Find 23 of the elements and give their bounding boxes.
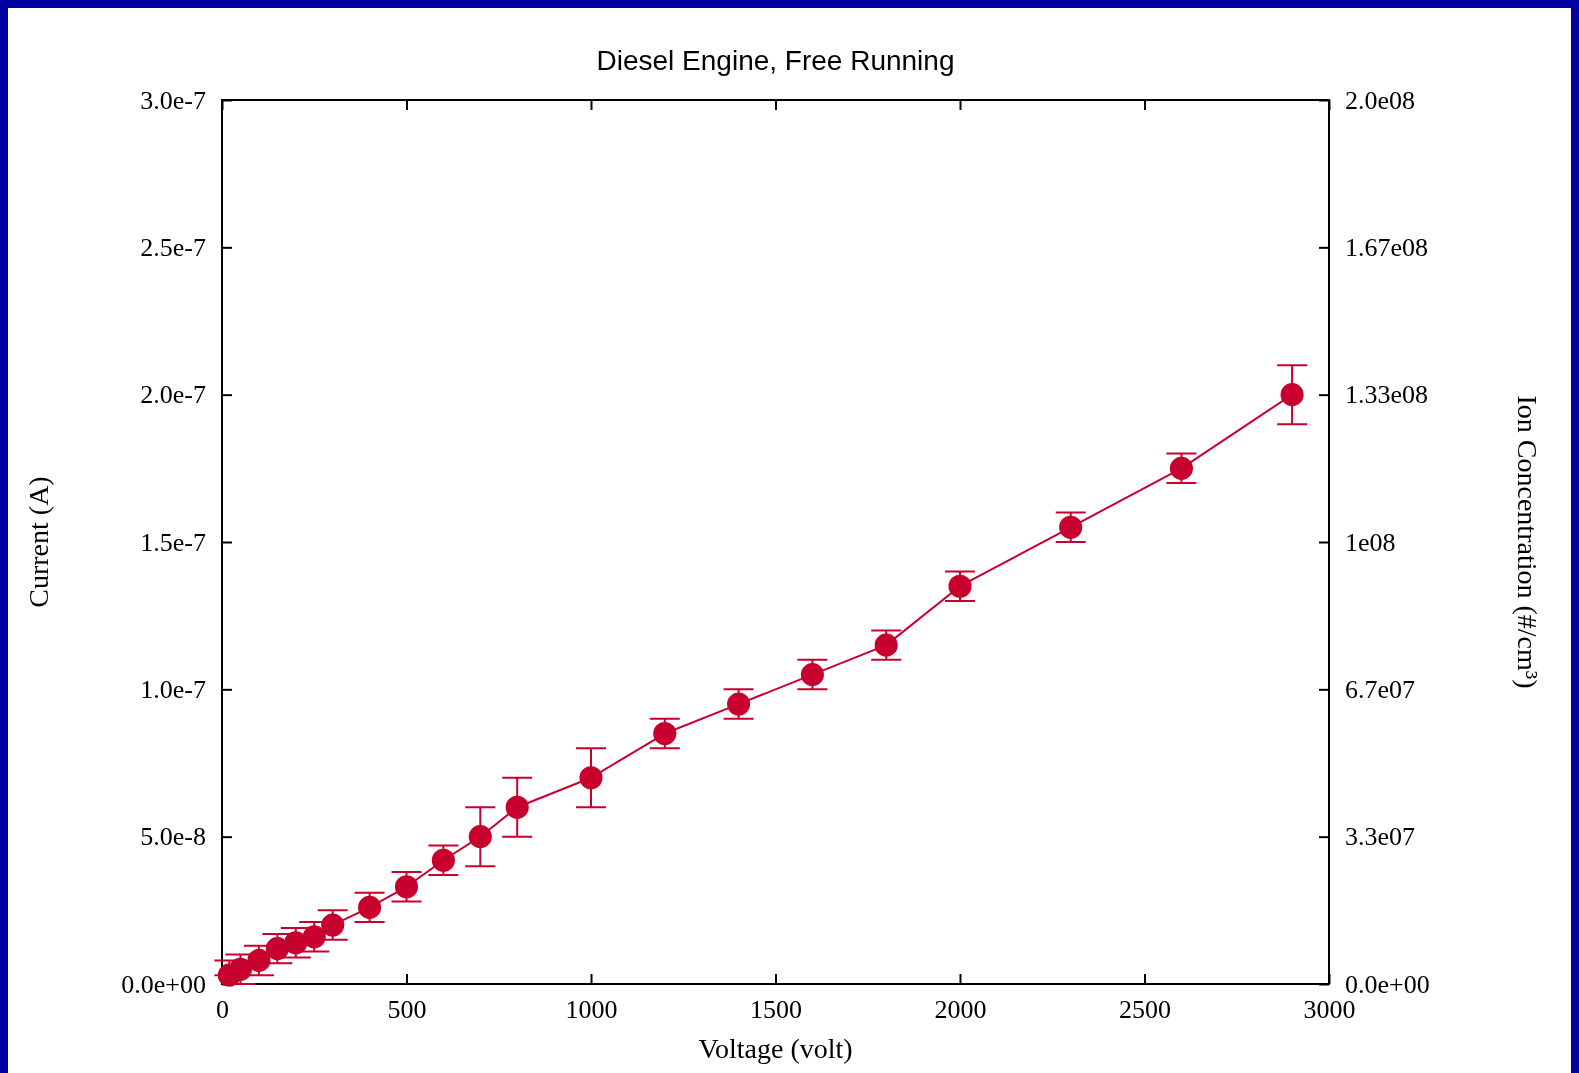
- y2-tick-label: 1.67e08: [1345, 233, 1429, 263]
- y2-tick-label: 1.33e08: [1345, 380, 1429, 410]
- y2-axis-title: Ion Concentration (#/cm³): [1512, 395, 1543, 689]
- x-tick-label: 1000: [565, 995, 618, 1025]
- chart-title: Diesel Engine, Free Running: [596, 45, 955, 76]
- x-tick-label: 1500: [750, 995, 802, 1025]
- y-tick-label: 3.0e-7: [140, 85, 206, 115]
- y2-tick-label: 2.0e08: [1345, 85, 1416, 115]
- x-tick-label: 2500: [1119, 995, 1171, 1025]
- x-tick-label: 500: [387, 995, 427, 1025]
- y-tick-label: 0.0e+00: [121, 969, 206, 999]
- y-tick-label: 2.0e-7: [140, 380, 206, 410]
- y-tick-label: 5.0e-8: [140, 822, 206, 852]
- y2-tick-label: 1e08: [1345, 527, 1396, 557]
- y-tick-label: 2.5e-7: [140, 233, 206, 263]
- y-axis-title: Current (A): [23, 476, 54, 608]
- x-tick-label: 0: [216, 995, 229, 1025]
- y-tick-label: 1.5e-7: [140, 527, 206, 557]
- x-axis-title: Voltage (volt): [698, 1033, 853, 1064]
- y-tick-label: 1.0e-7: [140, 675, 206, 705]
- x-tick-label: 2000: [934, 995, 987, 1025]
- y2-tick-label: 3.3e07: [1345, 822, 1416, 852]
- y2-tick-label: 6.7e07: [1345, 675, 1416, 705]
